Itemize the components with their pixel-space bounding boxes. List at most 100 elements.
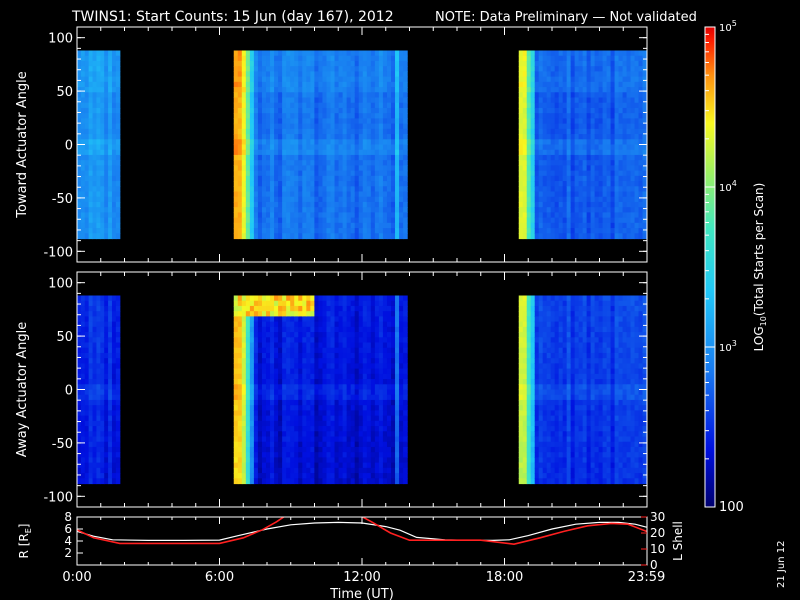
heatmap-cell bbox=[582, 92, 588, 99]
heatmap-cell bbox=[282, 181, 287, 187]
heatmap-cell bbox=[266, 186, 271, 193]
heatmap-cell bbox=[270, 134, 275, 140]
heatmap-cell bbox=[274, 102, 279, 109]
heatmap-cell bbox=[374, 186, 380, 193]
heatmap-cell bbox=[358, 305, 364, 312]
heatmap-cell bbox=[318, 368, 324, 375]
heatmap-cell bbox=[253, 337, 259, 344]
heatmap-cell bbox=[302, 373, 307, 380]
heatmap-cell bbox=[346, 154, 352, 161]
heatmap-cell bbox=[302, 186, 307, 193]
heatmap-cell bbox=[314, 446, 320, 453]
heatmap-cell bbox=[245, 154, 251, 161]
heatmap-cell bbox=[326, 321, 332, 328]
heatmap-cell bbox=[104, 217, 109, 224]
heatmap-cell bbox=[638, 66, 644, 72]
heatmap-cell bbox=[278, 405, 283, 411]
heatmap-cell bbox=[302, 97, 307, 104]
heatmap-cell bbox=[358, 107, 364, 114]
heatmap-cell bbox=[96, 81, 101, 88]
heatmap-cell bbox=[522, 228, 528, 234]
heatmap-cell bbox=[302, 181, 307, 187]
heatmap-cell bbox=[586, 186, 592, 193]
heatmap-cell bbox=[342, 358, 348, 364]
heatmap-cell bbox=[257, 436, 263, 443]
heatmap-cell bbox=[104, 316, 109, 323]
heatmap-cell bbox=[354, 441, 360, 448]
heatmap-cell bbox=[306, 446, 311, 453]
heatmap-cell bbox=[370, 462, 376, 469]
heatmap-cell bbox=[310, 300, 315, 307]
heatmap-cell bbox=[642, 97, 648, 104]
heatmap-cell bbox=[338, 102, 344, 109]
heatmap-cell bbox=[594, 139, 600, 146]
heatmap-cell bbox=[290, 233, 295, 240]
heatmap-cell bbox=[338, 389, 344, 396]
heatmap-cell bbox=[382, 457, 388, 464]
heatmap-cell bbox=[261, 321, 267, 328]
heatmap-cell bbox=[366, 66, 372, 72]
heatmap-cell bbox=[322, 217, 328, 224]
heatmap-cell bbox=[554, 128, 560, 135]
heatmap-cell bbox=[282, 207, 287, 213]
heatmap-cell bbox=[88, 201, 94, 208]
heatmap-cell bbox=[322, 311, 328, 317]
heatmap-cell bbox=[403, 191, 408, 198]
heatmap-cell bbox=[330, 228, 336, 234]
heatmap-cell bbox=[241, 420, 247, 427]
heatmap-cell bbox=[245, 201, 251, 208]
heatmap-cell bbox=[237, 415, 243, 422]
heatmap-cell bbox=[538, 228, 544, 234]
heatmap-cell bbox=[298, 118, 303, 125]
heatmap-interval-2 bbox=[233, 50, 408, 240]
heatmap-cell bbox=[322, 196, 328, 203]
heatmap-cell bbox=[77, 379, 82, 385]
heatmap-cell bbox=[550, 66, 556, 72]
heatmap-cell bbox=[286, 181, 291, 187]
heatmap-cell bbox=[342, 118, 348, 125]
heatmap-cell bbox=[77, 399, 82, 406]
heatmap-cell bbox=[108, 326, 113, 333]
heatmap-cell bbox=[342, 415, 348, 422]
heatmap-cell bbox=[534, 222, 540, 229]
heatmap-cell bbox=[622, 201, 628, 208]
heatmap-cell bbox=[261, 399, 267, 406]
heatmap-cell bbox=[374, 118, 380, 125]
heatmap-cell bbox=[586, 181, 592, 187]
heatmap-cell bbox=[558, 113, 564, 119]
heatmap-cell bbox=[80, 139, 86, 146]
heatmap-cell bbox=[115, 457, 121, 464]
heatmap-cell bbox=[522, 107, 528, 114]
heatmap-cell bbox=[245, 473, 251, 479]
heatmap-cell bbox=[104, 405, 109, 411]
heatmap-cell bbox=[108, 55, 113, 62]
heatmap-cell bbox=[630, 222, 636, 229]
heatmap-cell bbox=[362, 170, 368, 177]
heatmap-cell bbox=[322, 92, 328, 99]
heatmap-cell bbox=[562, 92, 568, 99]
heatmap-cell bbox=[266, 165, 271, 172]
heatmap-cell bbox=[302, 337, 307, 344]
heatmap-cell bbox=[108, 379, 113, 385]
heatmap-cell bbox=[298, 107, 303, 114]
heatmap-cell bbox=[530, 201, 536, 208]
heatmap-cell bbox=[382, 233, 388, 240]
heatmap-cell bbox=[626, 123, 632, 130]
heatmap-cell bbox=[115, 363, 121, 370]
heatmap-cell bbox=[334, 175, 340, 182]
heatmap-cell bbox=[77, 446, 82, 453]
heatmap-cell bbox=[294, 233, 299, 240]
heatmap-cell bbox=[80, 337, 86, 344]
heatmap-cell bbox=[634, 123, 640, 130]
heatmap-cell bbox=[530, 55, 536, 62]
heatmap-cell bbox=[77, 175, 82, 182]
heatmap-cell bbox=[322, 347, 328, 354]
heatmap-cell bbox=[342, 426, 348, 432]
heatmap-cell bbox=[80, 363, 86, 370]
heatmap-cell bbox=[350, 170, 356, 177]
heatmap-cell bbox=[342, 149, 348, 156]
heatmap-cell bbox=[318, 300, 324, 307]
heatmap-cell bbox=[294, 160, 299, 166]
heatmap-cell bbox=[257, 196, 263, 203]
heatmap-cell bbox=[558, 191, 564, 198]
